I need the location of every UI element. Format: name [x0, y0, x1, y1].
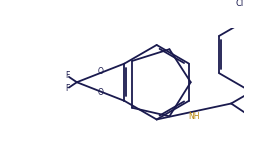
Text: O: O — [98, 88, 104, 97]
Text: O: O — [98, 67, 104, 76]
Text: NH: NH — [188, 112, 200, 121]
Text: F: F — [65, 84, 70, 93]
Text: Cl: Cl — [236, 0, 244, 8]
Text: F: F — [65, 71, 70, 80]
